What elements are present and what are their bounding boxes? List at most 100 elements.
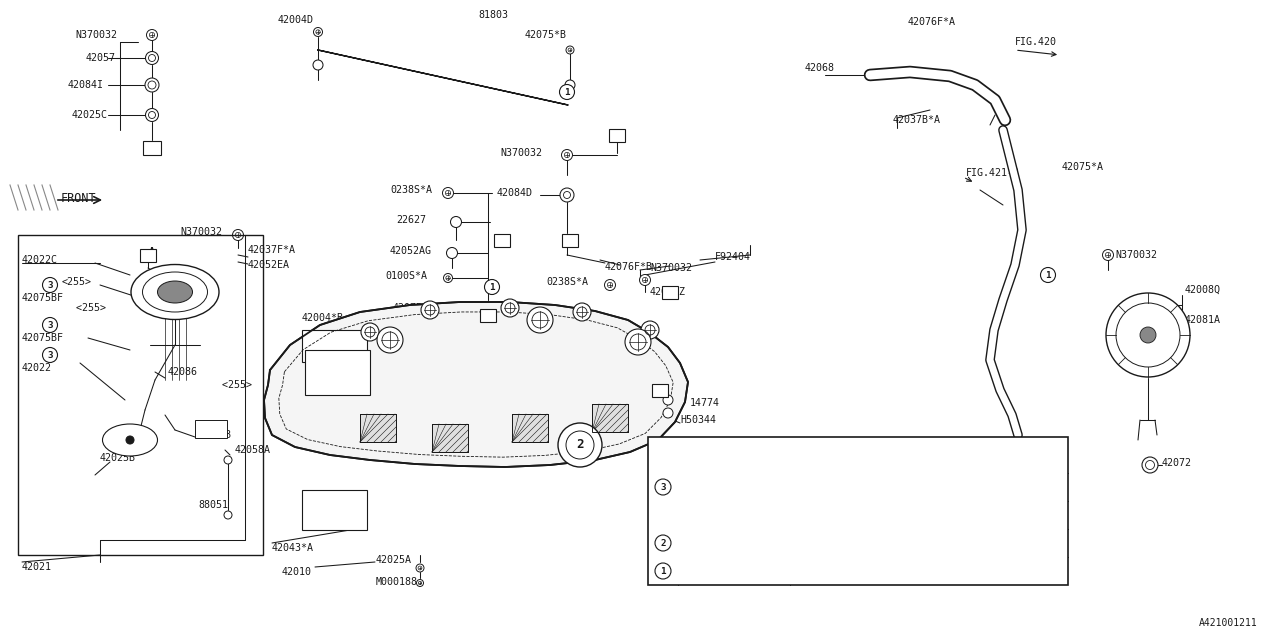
Circle shape [1102, 250, 1114, 260]
Circle shape [314, 28, 323, 36]
Text: 42043J: 42043J [686, 510, 722, 520]
Circle shape [500, 299, 518, 317]
Circle shape [655, 563, 671, 579]
Circle shape [42, 317, 58, 333]
Text: 42010: 42010 [282, 567, 312, 577]
Text: H50344: H50344 [680, 415, 716, 425]
Text: M000188: M000188 [376, 577, 419, 587]
Circle shape [604, 280, 616, 291]
Text: 42052AG: 42052AG [390, 246, 433, 256]
Bar [494, 234, 509, 246]
Circle shape [640, 275, 650, 285]
Bar [360, 414, 396, 442]
Circle shape [655, 479, 671, 495]
Circle shape [485, 280, 499, 294]
Text: 42043*B: 42043*B [686, 538, 728, 548]
Circle shape [146, 109, 159, 122]
Text: 2: 2 [660, 538, 666, 547]
Text: E: E [657, 385, 663, 395]
Text: 42081A: 42081A [1185, 315, 1221, 325]
Text: 3: 3 [660, 483, 666, 492]
Circle shape [566, 46, 573, 54]
Text: 42004D: 42004D [278, 15, 314, 25]
Circle shape [314, 60, 323, 70]
Circle shape [443, 273, 453, 282]
Text: B: B [485, 310, 492, 320]
Circle shape [145, 78, 159, 92]
Circle shape [451, 216, 462, 227]
Text: 42022: 42022 [22, 363, 52, 373]
Circle shape [1140, 327, 1156, 343]
Circle shape [378, 327, 403, 353]
Text: 42076F*B: 42076F*B [605, 262, 653, 272]
Circle shape [42, 348, 58, 362]
Text: FIG.421-3: FIG.421-3 [966, 168, 1020, 178]
Text: A421001211: A421001211 [1199, 618, 1258, 628]
Polygon shape [264, 302, 689, 467]
Text: N370032: N370032 [650, 263, 692, 273]
Circle shape [443, 188, 453, 198]
Text: 42025C: 42025C [72, 110, 108, 120]
Circle shape [146, 29, 157, 40]
Bar [512, 414, 548, 442]
Bar [609, 129, 625, 141]
Text: <255>: <255> [22, 303, 106, 313]
Text: 42052Z: 42052Z [650, 287, 686, 297]
Circle shape [42, 278, 58, 292]
Bar [562, 234, 579, 246]
Bar [302, 330, 367, 362]
Text: N370032: N370032 [180, 227, 221, 237]
Bar [433, 424, 468, 452]
Circle shape [361, 323, 379, 341]
Circle shape [564, 80, 575, 90]
Text: 42068: 42068 [805, 63, 835, 73]
Circle shape [224, 456, 232, 464]
Text: N370032: N370032 [1115, 250, 1157, 260]
Text: 0100S*A: 0100S*A [385, 271, 428, 281]
Circle shape [1041, 268, 1056, 282]
Text: 3: 3 [47, 351, 52, 360]
Bar [302, 490, 367, 530]
Text: 81803: 81803 [477, 10, 508, 20]
Text: 42021: 42021 [22, 562, 52, 572]
Text: 42037B*F: 42037B*F [686, 454, 733, 464]
Text: 42075BF: 42075BF [22, 333, 64, 343]
Text: 14774: 14774 [690, 398, 721, 408]
Text: 42072: 42072 [1162, 458, 1192, 468]
Circle shape [527, 307, 553, 333]
Text: 3: 3 [47, 321, 52, 330]
Text: 1: 1 [489, 282, 495, 291]
Text: N370032: N370032 [76, 30, 116, 40]
Text: 0923S*A: 0923S*A [686, 566, 728, 576]
Text: 42057: 42057 [86, 53, 116, 63]
Text: 2: 2 [576, 438, 584, 451]
Circle shape [561, 188, 573, 202]
Text: N370032: N370032 [500, 148, 541, 158]
Text: 42025A: 42025A [376, 555, 412, 565]
Bar [593, 404, 628, 432]
Ellipse shape [102, 424, 157, 456]
Bar [480, 308, 497, 321]
Circle shape [416, 579, 424, 586]
Circle shape [562, 150, 572, 161]
Text: 42037B*A: 42037B*A [893, 115, 941, 125]
Text: 0238S*A: 0238S*A [547, 277, 588, 287]
Text: 1: 1 [660, 566, 666, 575]
Circle shape [224, 511, 232, 519]
Bar [433, 424, 468, 452]
Text: 88051: 88051 [198, 500, 228, 510]
Text: B: B [148, 143, 155, 153]
Text: 42075BF: 42075BF [22, 293, 64, 303]
Text: <255>: <255> [61, 277, 92, 287]
Text: 42075*B: 42075*B [525, 30, 567, 40]
Circle shape [663, 408, 673, 418]
Ellipse shape [131, 264, 219, 319]
Text: 42081B: 42081B [196, 430, 232, 440]
Text: F90807: F90807 [627, 435, 663, 445]
Circle shape [416, 564, 424, 572]
Text: 42086: 42086 [168, 367, 198, 377]
Text: W18601: W18601 [686, 482, 722, 492]
Text: E: E [499, 235, 506, 245]
Text: 42037F*A: 42037F*A [248, 245, 296, 255]
Text: FIG.420: FIG.420 [1015, 37, 1057, 47]
